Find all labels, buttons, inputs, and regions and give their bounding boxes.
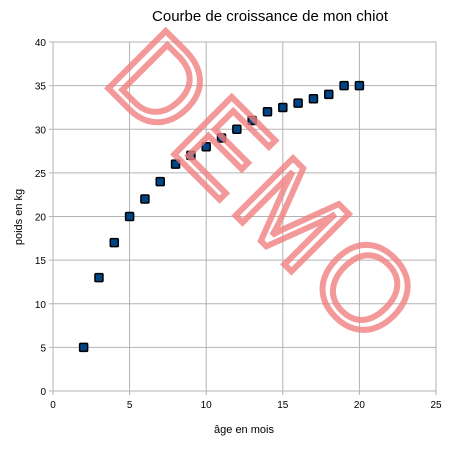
data-point <box>109 237 120 248</box>
x-tick-label: 20 <box>354 400 366 411</box>
y-tick-label: 35 <box>35 82 47 93</box>
data-point <box>155 176 165 187</box>
y-axis-label: poids en kg <box>13 189 25 245</box>
watermark: DEMO <box>80 4 452 376</box>
data-point <box>232 124 242 134</box>
x-axis-label: âge en mois <box>214 424 274 436</box>
data-point <box>324 89 334 100</box>
y-tick-label: 30 <box>35 125 47 136</box>
x-tick-label: 25 <box>430 400 442 411</box>
data-series <box>78 80 365 353</box>
plot-border <box>52 41 437 392</box>
y-tick-label: 20 <box>35 213 47 224</box>
x-tick-label: 0 <box>50 400 56 411</box>
data-point <box>124 211 135 222</box>
data-point <box>78 342 89 353</box>
tick-labels: 0 5 10 15 20 25 30 35 40 0 5 10 15 20 25 <box>35 38 442 411</box>
y-tick-label: 25 <box>35 169 47 180</box>
data-point <box>339 80 349 91</box>
chart-title: Courbe de croissance de mon chiot <box>152 8 388 25</box>
y-tick-label: 40 <box>35 38 47 49</box>
data-point <box>186 150 196 161</box>
y-tick-label: 5 <box>40 343 46 354</box>
data-point <box>140 194 150 204</box>
x-tick-label: 10 <box>201 400 213 411</box>
y-tick-label: 10 <box>35 300 47 311</box>
y-tick-label: 15 <box>35 256 47 267</box>
data-point <box>262 107 273 117</box>
data-point <box>201 141 211 152</box>
x-tick-label: 5 <box>127 400 133 411</box>
data-point <box>308 93 319 104</box>
data-point <box>170 159 181 169</box>
data-point <box>94 272 104 283</box>
data-point <box>278 102 288 113</box>
y-tick-label: 0 <box>40 387 46 398</box>
data-point <box>354 80 365 91</box>
data-point <box>293 98 303 108</box>
x-tick-label: 15 <box>277 400 289 411</box>
data-point <box>216 133 227 143</box>
watermark-text: DEMO <box>83 7 449 373</box>
data-point <box>247 115 257 126</box>
grid <box>49 41 437 395</box>
